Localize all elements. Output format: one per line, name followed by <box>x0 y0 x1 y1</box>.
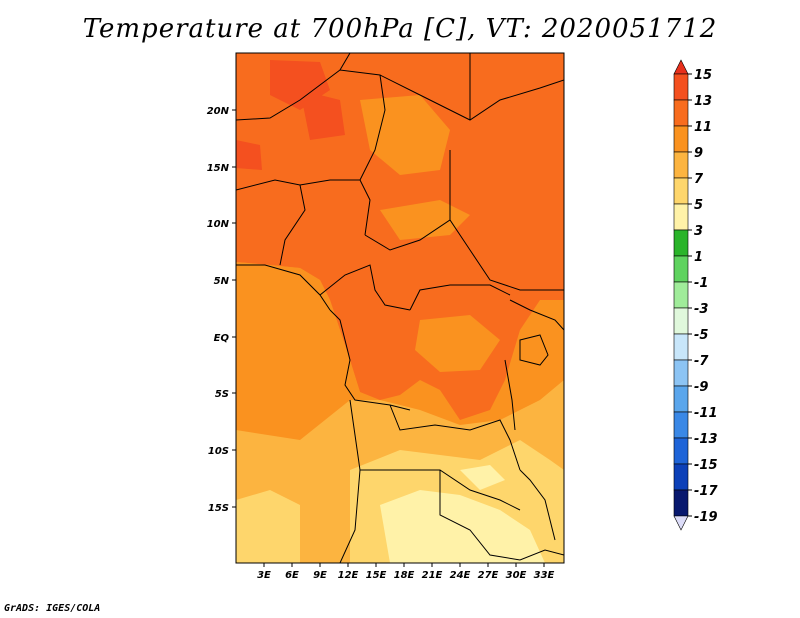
field-13-15-patch2 <box>300 90 345 140</box>
colorbar-label: -9 <box>694 380 708 395</box>
colorbar-label: 11 <box>694 120 712 135</box>
map-frame <box>235 52 565 564</box>
colorbar-swatch <box>673 385 689 413</box>
colorbar-swatch <box>673 177 689 205</box>
colorbar-label: 5 <box>694 198 703 213</box>
lon-label-30E: 30E <box>506 570 527 581</box>
lat-label-20N: 20N <box>207 106 230 117</box>
colorbar-label: 7 <box>694 172 704 187</box>
field-9-11-patch3 <box>415 315 500 372</box>
lon-label-33E: 33E <box>534 570 555 581</box>
field-9-11-patch2 <box>380 200 470 240</box>
colorbar-label: -13 <box>694 432 718 447</box>
colorbar-swatch <box>673 73 689 101</box>
grads-credit: GrADS: IGES/COLA <box>4 603 101 614</box>
lon-label-6E: 6E <box>285 570 299 581</box>
colorbar-label: -19 <box>694 510 718 525</box>
colorbar-swatch <box>673 489 689 517</box>
colorbar-label: 1 <box>694 250 703 265</box>
colorbar-swatch <box>673 203 689 231</box>
lat-axis: 20N 15N 10N 5N EQ 5S 10S 15S <box>207 106 236 514</box>
lat-label-5S: 5S <box>215 389 229 400</box>
colorbar-label: 15 <box>694 68 712 83</box>
lat-label-10S: 10S <box>208 446 229 457</box>
colorbar-swatch <box>673 411 689 439</box>
chart-title: Temperature at 700hPa [C], VT: 202005171… <box>82 14 718 44</box>
colorbar-label: 3 <box>694 224 703 239</box>
lon-label-24E: 24E <box>450 570 471 581</box>
colorbar-swatch <box>673 255 689 283</box>
colorbar-swatch <box>673 99 689 127</box>
lat-label-5N: 5N <box>214 276 230 287</box>
colorbar: 15 13 11 9 7 5 3 1 -1 -3 -5 -7 -9 -11 -13 -15 -17 -19 <box>673 59 718 531</box>
colorbar-swatch <box>673 281 689 309</box>
colorbar-swatch <box>673 333 689 361</box>
colorbar-arrow-bottom <box>673 515 689 531</box>
colorbar-label: 9 <box>694 146 703 161</box>
colorbar-label: -7 <box>694 354 709 369</box>
lon-label-21E: 21E <box>422 570 443 581</box>
colorbar-label: -3 <box>694 302 708 317</box>
colorbar-swatch <box>673 359 689 387</box>
lon-label-12E: 12E <box>338 570 359 581</box>
colorbar-swatch <box>673 437 689 465</box>
lat-label-10N: 10N <box>207 219 230 230</box>
colorbar-label: -11 <box>694 406 718 421</box>
field-13-15-patch3 <box>236 140 262 170</box>
lat-label-EQ: EQ <box>214 333 230 344</box>
lat-label-15N: 15N <box>207 163 230 174</box>
lon-label-9E: 9E <box>313 570 327 581</box>
lon-label-3E: 3E <box>257 570 271 581</box>
field-3-5-south2 <box>460 465 505 490</box>
colorbar-swatch <box>673 229 689 257</box>
colorbar-label: -17 <box>694 484 718 499</box>
colorbar-label: -5 <box>694 328 708 343</box>
colorbar-swatch <box>673 151 689 179</box>
lon-label-15E: 15E <box>366 570 387 581</box>
colorbar-swatch <box>673 125 689 153</box>
lon-label-18E: 18E <box>394 570 415 581</box>
colorbar-swatch <box>673 307 689 335</box>
colorbar-swatch <box>673 463 689 491</box>
colorbar-arrow-top <box>673 59 689 75</box>
lon-label-27E: 27E <box>478 570 499 581</box>
lat-label-15S: 15S <box>208 503 229 514</box>
lon-axis: 3E 6E 9E 12E 15E 18E 21E 24E 27E 30E 33E <box>257 563 555 581</box>
field-5-7-west <box>236 490 300 563</box>
colorbar-label: 13 <box>694 94 712 109</box>
country-borders <box>236 53 564 563</box>
colorbar-label: -15 <box>694 458 718 473</box>
colorbar-label: -1 <box>694 276 708 291</box>
field-9-11-patch <box>360 95 450 175</box>
